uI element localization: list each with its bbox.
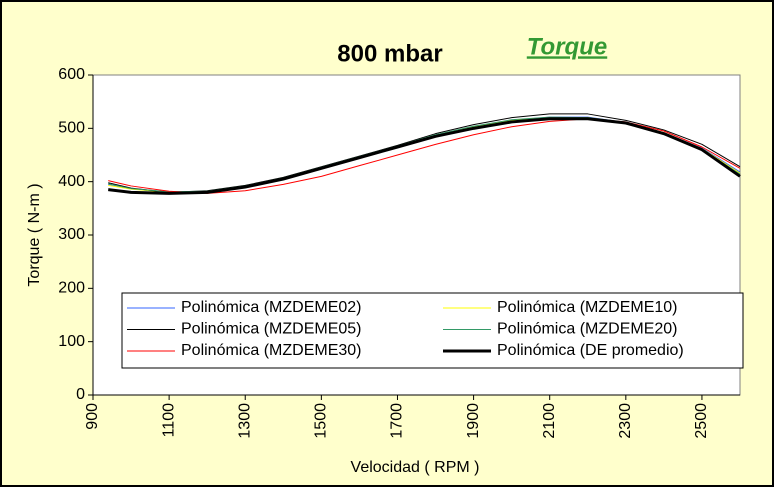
legend-box <box>121 292 744 369</box>
legend-label: Polinómica (MZDEME30) <box>181 342 361 359</box>
legend-label: Polinómica (MZDEME20) <box>497 321 677 338</box>
x-tick-label: 2300 <box>617 403 634 439</box>
x-tick-label: 1300 <box>236 403 253 439</box>
x-tick-label: 1100 <box>160 403 177 438</box>
x-tick-label: 900 <box>84 403 101 430</box>
y-tick-label: 100 <box>58 333 85 350</box>
x-axis-label: Velocidad ( RPM ) <box>351 459 480 476</box>
legend-label: Polinómica (MZDEME10) <box>497 299 677 316</box>
y-tick-label: 600 <box>58 66 85 83</box>
x-tick-label: 1900 <box>465 403 482 439</box>
legend: Polinómica (MZDEME02) Polinómica (MZDEME1… <box>121 292 744 369</box>
chart-title: 800 mbar <box>337 40 442 67</box>
annotation: Torque <box>527 33 607 60</box>
x-tick-label: 2100 <box>541 403 558 439</box>
y-tick-label: 0 <box>76 386 85 403</box>
y-tick-label: 400 <box>58 173 85 190</box>
y-tick-label: 300 <box>58 226 85 243</box>
legend-label: Polinómica (MZDEME02) <box>181 299 361 316</box>
x-tick-label: 1700 <box>389 403 406 439</box>
x-tick-label: 2500 <box>693 403 710 439</box>
legend-label: Polinómica (DE promedio) <box>497 342 684 359</box>
y-tick-label: 500 <box>58 120 85 137</box>
x-tick-label: 1500 <box>313 403 330 439</box>
y-tick-label: 200 <box>58 280 85 297</box>
legend-label: Polinómica (MZDEME05) <box>181 321 361 338</box>
y-axis-label: Torque ( N-m ) <box>26 183 43 286</box>
series-line <box>108 117 741 195</box>
